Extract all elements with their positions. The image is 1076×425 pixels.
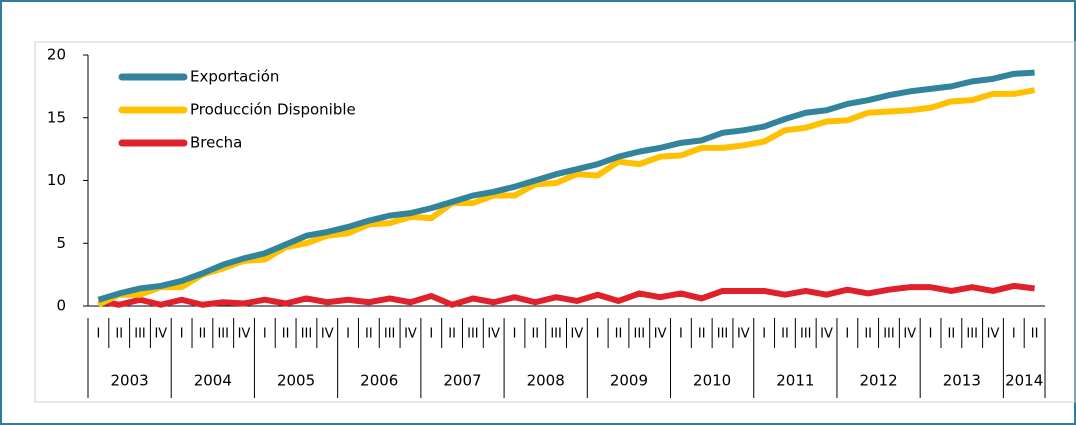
x-tick-label: IV	[487, 327, 500, 342]
x-tick-label: II	[282, 327, 290, 342]
x-year-label: 2004	[194, 372, 232, 390]
x-tick-label: I	[596, 327, 600, 342]
x-year-label: 2011	[776, 372, 814, 390]
y-tick-label: 15	[47, 108, 66, 126]
x-year-label: 2005	[277, 372, 315, 390]
x-tick-label: I	[1012, 327, 1016, 342]
y-tick-label: 5	[56, 234, 66, 252]
x-tick-label: II	[698, 327, 706, 342]
x-tick-label: IV	[987, 327, 1000, 342]
x-year-label: 2007	[443, 372, 481, 390]
x-tick-label: III	[134, 327, 146, 342]
x-tick-label: III	[217, 327, 229, 342]
x-tick-label: II	[531, 327, 539, 342]
x-tick-label: IV	[737, 327, 750, 342]
x-tick-label: IV	[321, 327, 334, 342]
x-tick-label: III	[966, 327, 978, 342]
x-year-label: 2003	[111, 372, 149, 390]
x-tick-label: IV	[238, 327, 251, 342]
x-tick-label: II	[781, 327, 789, 342]
x-tick-label: III	[467, 327, 479, 342]
x-year-label: 2010	[693, 372, 731, 390]
legend-label: Producción Disponible	[190, 101, 356, 119]
x-tick-label: III	[717, 327, 729, 342]
x-tick-label: I	[679, 327, 683, 342]
x-tick-label: I	[263, 327, 267, 342]
x-tick-label: IV	[404, 327, 417, 342]
y-tick-label: 10	[47, 171, 66, 189]
x-tick-label: I	[845, 327, 849, 342]
x-year-label: 2012	[859, 372, 897, 390]
chart-area	[34, 41, 1076, 403]
x-tick-label: I	[513, 327, 517, 342]
x-tick-label: I	[429, 327, 433, 342]
x-tick-label: II	[864, 327, 872, 342]
x-tick-label: II	[1031, 327, 1039, 342]
x-tick-label: II	[199, 327, 207, 342]
x-tick-label: IV	[571, 327, 584, 342]
series-line	[97, 282, 1035, 308]
y-tick-label: 0	[56, 297, 66, 315]
y-tick-label: 20	[47, 46, 66, 64]
x-tick-label: I	[346, 327, 350, 342]
series-line	[97, 69, 1035, 303]
x-year-label: 2008	[527, 372, 565, 390]
x-tick-label: II	[948, 327, 956, 342]
x-tick-label: III	[301, 327, 313, 342]
x-year-label: 2013	[943, 372, 981, 390]
x-tick-label: IV	[654, 327, 667, 342]
x-tick-label: II	[115, 327, 123, 342]
x-tick-label: I	[96, 327, 100, 342]
x-year-label: 2014	[1005, 372, 1043, 390]
x-tick-label: II	[365, 327, 373, 342]
x-tick-label: III	[800, 327, 812, 342]
x-year-label: 2006	[360, 372, 398, 390]
x-tick-label: IV	[903, 327, 916, 342]
series-line	[97, 87, 1036, 308]
x-tick-label: II	[448, 327, 456, 342]
x-tick-label: II	[615, 327, 623, 342]
x-tick-label: I	[762, 327, 766, 342]
x-tick-label: III	[883, 327, 895, 342]
legend-label: Exportación	[190, 68, 279, 86]
x-tick-label: I	[180, 327, 184, 342]
x-year-label: 2009	[610, 372, 648, 390]
x-tick-label: III	[634, 327, 646, 342]
x-tick-label: I	[929, 327, 933, 342]
x-tick-label: IV	[820, 327, 833, 342]
x-tick-label: III	[384, 327, 396, 342]
x-tick-label: IV	[154, 327, 167, 342]
legend-label: Brecha	[190, 134, 242, 152]
x-tick-label: III	[550, 327, 562, 342]
